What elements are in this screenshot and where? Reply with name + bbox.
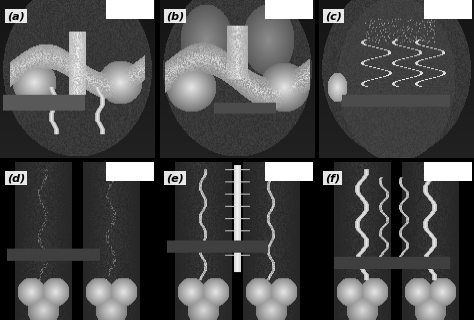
Text: (f): (f) — [325, 173, 340, 183]
Text: (a): (a) — [7, 11, 24, 21]
FancyBboxPatch shape — [424, 0, 472, 19]
FancyBboxPatch shape — [265, 162, 313, 181]
Text: (c): (c) — [325, 11, 342, 21]
FancyBboxPatch shape — [106, 162, 154, 181]
FancyBboxPatch shape — [106, 0, 154, 19]
Text: (b): (b) — [166, 11, 184, 21]
Text: (e): (e) — [166, 173, 183, 183]
FancyBboxPatch shape — [424, 162, 472, 181]
FancyBboxPatch shape — [265, 0, 313, 19]
Text: (d): (d) — [7, 173, 25, 183]
